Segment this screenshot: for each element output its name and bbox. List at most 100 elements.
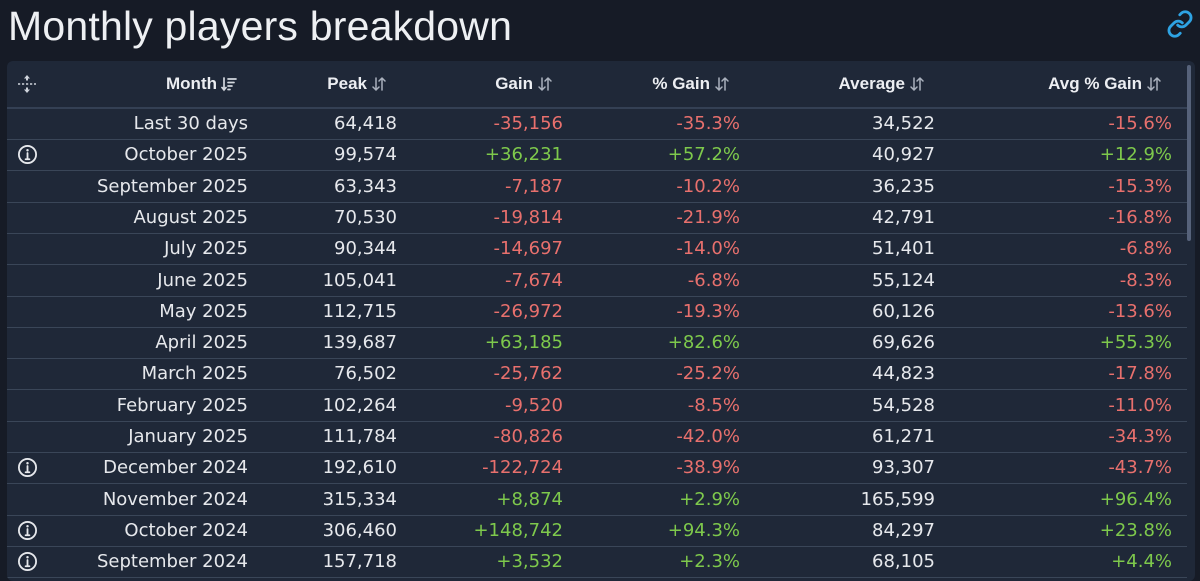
column-header-avg-pct-gain[interactable]: Avg % Gain (947, 61, 1162, 107)
row-gain-cell: +36,231 (484, 144, 563, 166)
link-icon[interactable] (1166, 10, 1194, 38)
info-icon[interactable] (17, 457, 38, 478)
table-row: Last 30 days 64,418 -35,156 -35.3% 34,522 -15… (7, 108, 1187, 140)
row-month-cell: April 2025 (155, 332, 248, 354)
row-month-cell: October 2025 (124, 144, 248, 166)
row-gain-cell: -25,762 (493, 363, 563, 385)
row-avg-pct-gain-cell: +4.4% (1111, 551, 1172, 573)
table-row: December 2024 192,610 -122,724 -38.9% 93,307… (7, 452, 1187, 485)
row-average-cell: 40,927 (872, 144, 935, 166)
column-header-peak[interactable]: Peak (257, 61, 387, 107)
row-pct-gain-cell: -19.3% (676, 300, 740, 322)
row-pct-gain-cell: +94.3% (667, 519, 740, 541)
table-row: January 2025 111,784 -80,826 -42.0% 61,271 -3… (7, 421, 1187, 453)
table-row: April 2025 139,687 +63,185 +82.6% 69,626 +55.… (7, 327, 1187, 360)
row-month-cell: January 2025 (128, 426, 248, 447)
row-month-cell: September 2025 (96, 175, 248, 197)
row-avg-pct-gain-cell: -15.3% (1108, 175, 1172, 197)
column-label: Peak (327, 74, 367, 93)
row-average-cell: 60,126 (872, 300, 935, 322)
row-average-cell: 54,528 (872, 394, 935, 416)
sort-arrows-icon (372, 76, 386, 92)
row-month-cell: October 2024 (124, 519, 248, 541)
row-pct-gain-cell: -6.8% (687, 269, 740, 291)
column-header-pct-gain[interactable]: % Gain (577, 61, 730, 107)
column-header-average[interactable]: Average (747, 61, 925, 107)
info-icon[interactable] (17, 144, 38, 165)
move-icon[interactable] (17, 74, 37, 94)
sort-arrows-icon (715, 76, 729, 92)
row-peak-cell: 64,418 (334, 113, 397, 134)
row-gain-cell: -35,156 (493, 113, 563, 134)
table-row: February 2025 102,264 -9,520 -8.5% 54,528 -11… (7, 390, 1187, 422)
row-average-cell: 68,105 (872, 551, 935, 573)
row-pct-gain-cell: -35.3% (676, 113, 740, 134)
sort-desc-icon (221, 77, 237, 92)
row-avg-pct-gain-cell: -8.3% (1119, 269, 1172, 291)
row-month-cell: September 2024 (96, 551, 248, 573)
row-pct-gain-cell: -25.2% (676, 363, 740, 385)
row-gain-cell: -122,724 (482, 457, 563, 479)
row-avg-pct-gain-cell: -6.8% (1119, 238, 1172, 260)
row-avg-pct-gain-cell: +96.4% (1099, 488, 1172, 510)
table-row: November 2024 315,334 +8,874 +2.9% 165,599 +9… (7, 484, 1187, 516)
info-icon[interactable] (17, 551, 38, 572)
row-average-cell: 93,307 (872, 457, 935, 479)
row-avg-pct-gain-cell: -11.0% (1108, 394, 1172, 416)
row-peak-cell: 139,687 (322, 332, 397, 354)
row-gain-cell: -14,697 (493, 238, 563, 260)
scrollbar[interactable] (1187, 65, 1191, 241)
table-row: June 2025 105,041 -7,674 -6.8% 55,124 -8.3% (7, 265, 1187, 297)
row-avg-pct-gain-cell: -17.8% (1108, 363, 1172, 385)
row-gain-cell: -80,826 (493, 426, 563, 447)
row-pct-gain-cell: -8.5% (687, 394, 740, 416)
row-avg-pct-gain-cell: -34.3% (1108, 426, 1172, 447)
page-title: Monthly players breakdown (8, 3, 513, 49)
column-label: Gain (495, 74, 533, 93)
column-label: % Gain (652, 74, 710, 93)
row-average-cell: 34,522 (872, 113, 935, 134)
table-row: October 2024 306,460 +148,742 +94.3% 84,297 +… (7, 515, 1187, 547)
row-gain-cell: -26,972 (493, 300, 563, 322)
row-peak-cell: 112,715 (322, 300, 397, 322)
table-row: September 2025 63,343 -7,187 -10.2% 36,235 -1… (7, 171, 1187, 203)
column-label: Avg % Gain (1048, 74, 1142, 93)
row-peak-cell: 306,460 (322, 519, 397, 541)
row-average-cell: 42,791 (872, 206, 935, 228)
table-row: March 2025 76,502 -25,762 -25.2% 44,823 -17.8… (7, 358, 1187, 391)
row-pct-gain-cell: -14.0% (676, 238, 740, 260)
column-header-gain[interactable]: Gain (407, 61, 553, 107)
row-avg-pct-gain-cell: +12.9% (1099, 144, 1172, 166)
row-peak-cell: 102,264 (322, 394, 397, 416)
row-month-cell: June 2025 (157, 269, 248, 291)
players-table: Month Peak Gain % Gain Average Avg % Gai… (7, 61, 1195, 581)
column-header-month[interactable]: Month (47, 61, 237, 107)
sort-arrows-icon (538, 76, 552, 92)
row-peak-cell: 70,530 (334, 206, 397, 228)
row-avg-pct-gain-cell: +55.3% (1099, 332, 1172, 354)
row-average-cell: 84,297 (872, 519, 935, 541)
table-row: October 2025 99,574 +36,231 +57.2% 40,927 +12… (7, 139, 1187, 172)
sort-arrows-icon (910, 76, 924, 92)
row-gain-cell: -19,814 (493, 206, 563, 228)
row-peak-cell: 111,784 (322, 426, 397, 447)
info-icon[interactable] (17, 520, 38, 541)
row-peak-cell: 99,574 (334, 144, 397, 166)
row-peak-cell: 76,502 (334, 363, 397, 385)
row-pct-gain-cell: +2.9% (679, 488, 740, 510)
table-row: July 2025 90,344 -14,697 -14.0% 51,401 -6.8% (7, 233, 1187, 266)
row-pct-gain-cell: +82.6% (667, 332, 740, 354)
table-row: September 2024 157,718 +3,532 +2.3% 68,105 +4… (7, 546, 1187, 579)
row-gain-cell: -7,674 (504, 269, 563, 291)
row-month-cell: December 2024 (103, 457, 248, 479)
row-average-cell: 165,599 (860, 488, 935, 510)
row-month-cell: August 2025 (133, 206, 248, 228)
column-label: Month (166, 74, 217, 93)
row-pct-gain-cell: -10.2% (676, 175, 740, 197)
row-average-cell: 36,235 (872, 175, 935, 197)
row-month-cell: May 2025 (159, 300, 248, 322)
row-avg-pct-gain-cell: -13.6% (1108, 300, 1172, 322)
row-month-cell: March 2025 (141, 363, 248, 385)
row-average-cell: 69,626 (872, 332, 935, 354)
row-gain-cell: -7,187 (504, 175, 563, 197)
